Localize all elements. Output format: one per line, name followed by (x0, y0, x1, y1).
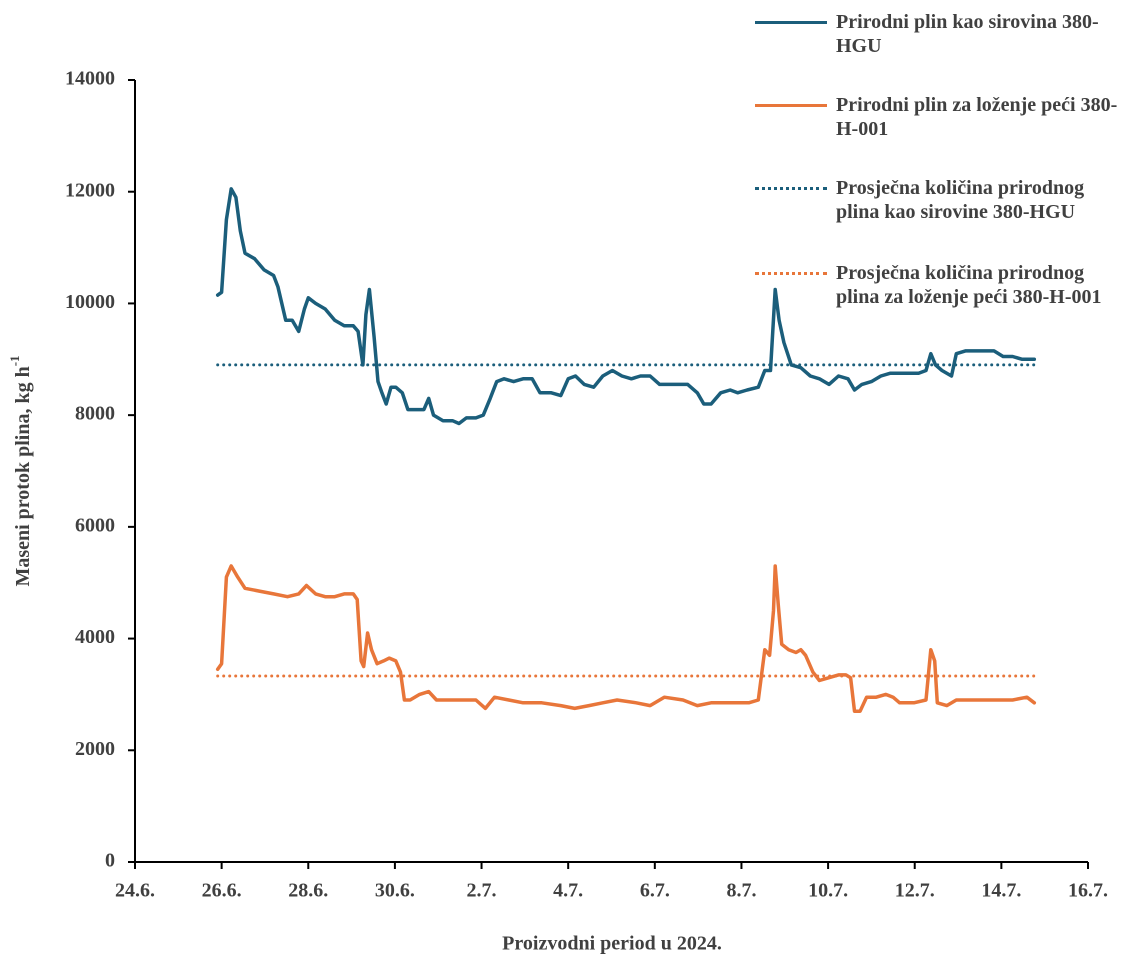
x-axis-title: Proizvodni period u 2024. (502, 933, 722, 955)
legend-label: Prosječna količina prirodnog plina kao s… (836, 177, 1085, 223)
series-line (215, 564, 1037, 713)
x-tick-label: 28.6. (288, 880, 328, 902)
x-tick-label: 2.7. (467, 880, 497, 902)
y-tick-label: 4000 (75, 626, 115, 648)
legend-swatch (755, 187, 827, 190)
y-tick-label: 10000 (65, 291, 115, 313)
y-axis-title-sup: -1 (7, 355, 22, 366)
x-tick-label: 24.6. (115, 880, 155, 902)
y-tick-label: 14000 (65, 68, 115, 90)
legend-swatch (755, 21, 827, 24)
series-line (215, 187, 1037, 426)
x-tick-label: 12.7. (895, 880, 935, 902)
y-tick-label: 2000 (75, 738, 115, 760)
x-tick-label: 6.7. (640, 880, 670, 902)
y-tick-label: 0 (105, 850, 115, 872)
x-tick-label: 14.7. (981, 880, 1021, 902)
y-tick-label: 8000 (75, 403, 115, 425)
x-tick-label: 8.7. (726, 880, 756, 902)
legend-label: Prosječna količina prirodnog plina za lo… (836, 262, 1102, 308)
legend-label: Prirodni plin kao sirovina 380-HGU (836, 11, 1099, 57)
legend-swatch (755, 272, 827, 275)
x-tick-label: 30.6. (375, 880, 415, 902)
x-tick-label: 26.6. (202, 880, 242, 902)
legend-swatch (755, 104, 827, 107)
y-axis-title-text: Maseni protok plina, kg h (12, 366, 34, 586)
y-tick-label: 6000 (75, 514, 115, 536)
legend-label: Prirodni plin za loženje peći 380-H-001 (836, 94, 1118, 140)
y-axis-title: Maseni protok plina, kg h-1 (7, 355, 34, 586)
x-tick-label: 10.7. (808, 880, 848, 902)
x-tick-label: 16.7. (1068, 880, 1108, 902)
x-tick-label: 4.7. (553, 880, 583, 902)
y-tick-label: 12000 (65, 179, 115, 201)
